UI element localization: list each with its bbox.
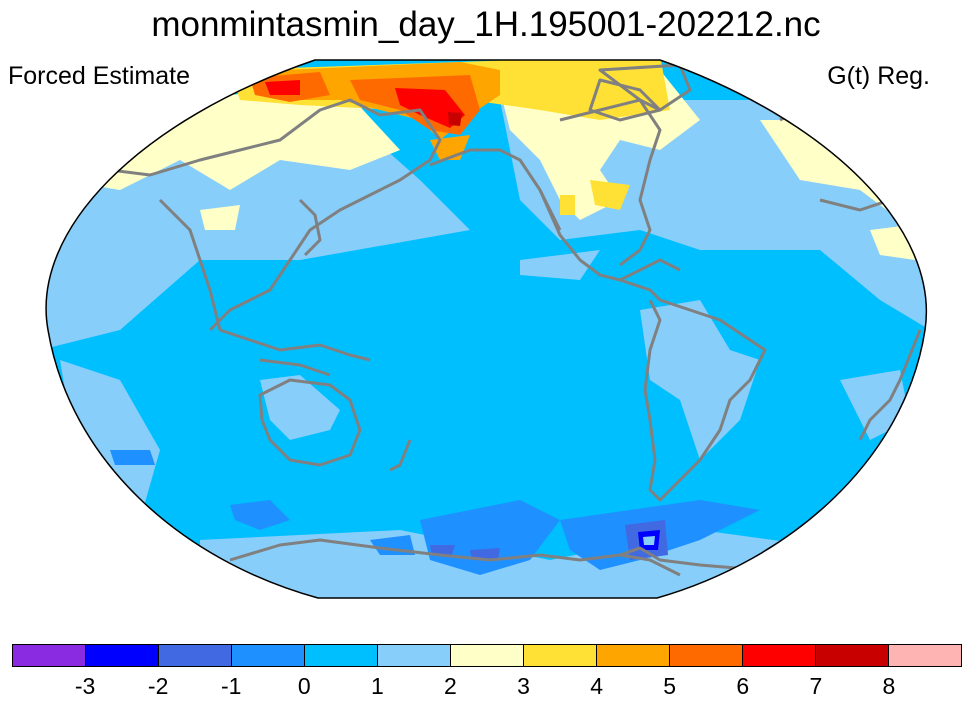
right-subtitle: G(t) Reg.: [827, 62, 930, 90]
colorbar-swatch: [232, 645, 305, 666]
colorbar-swatch: [816, 645, 889, 666]
colorbar-tick-label: 1: [370, 673, 384, 699]
colorbar-swatch: [305, 645, 378, 666]
colorbar-tick-label: 7: [809, 673, 823, 699]
colorbar-swatch: [378, 645, 451, 666]
colorbar-tick-label: -3: [74, 673, 96, 699]
colorbar-swatch: [889, 645, 961, 666]
colorbar-tick-label: -2: [147, 673, 169, 699]
colorbar-tick-label: -1: [220, 673, 242, 699]
left-subtitle: Forced Estimate: [8, 62, 191, 90]
colorbar-tick-label: 5: [663, 673, 677, 699]
colorbar-tick-label: 8: [882, 673, 896, 699]
colorbar-tick-label: 3: [517, 673, 530, 699]
colorbar-tick-label: 4: [590, 673, 604, 699]
plot-title: monmintasmin_day_1H.195001-202212.nc: [151, 5, 821, 44]
colorbar-tick-label: 2: [444, 673, 457, 699]
colorbar-swatch: [524, 645, 597, 666]
colorbar-tick-label: 0: [297, 673, 311, 699]
colorbar: [12, 644, 962, 667]
colorbar-swatch: [86, 645, 159, 666]
colorbar-swatch: [159, 645, 232, 666]
colorbar-labels: -3 -2 -1 0 1 2 3 4 5 6 7 8: [12, 672, 962, 702]
colorbar-swatch: [670, 645, 743, 666]
colorbar-swatch: [13, 645, 86, 666]
colorbar-swatch: [597, 645, 670, 666]
map-perimeter: [45, 59, 928, 599]
colorbar-tick-label: 6: [736, 673, 750, 699]
colorbar-swatch: [451, 645, 524, 666]
colorbar-swatch: [743, 645, 816, 666]
